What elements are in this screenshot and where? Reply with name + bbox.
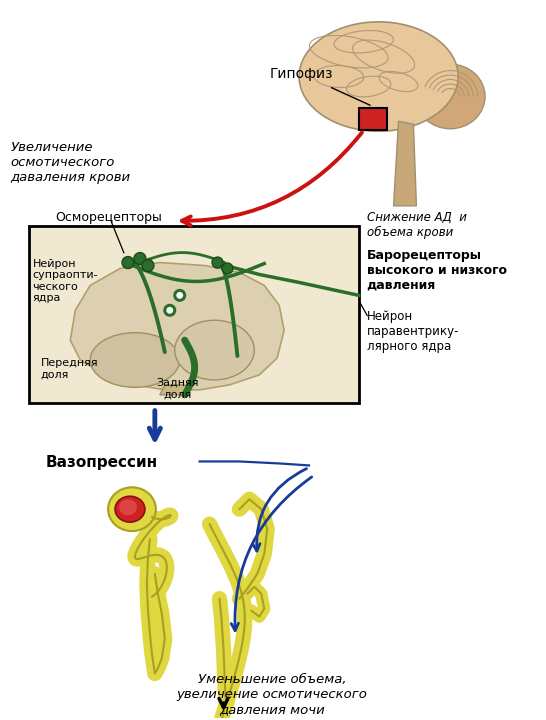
- Circle shape: [165, 305, 175, 315]
- Ellipse shape: [416, 64, 485, 129]
- Text: Уменьшение объема,
увеличение осмотического
давления мочи: Уменьшение объема, увеличение осмотическ…: [177, 673, 367, 716]
- Text: Снижение АД  и
объема крови: Снижение АД и объема крови: [367, 211, 467, 239]
- Ellipse shape: [299, 22, 458, 131]
- Circle shape: [222, 263, 233, 274]
- Circle shape: [122, 256, 134, 269]
- Text: Барорецепторы
высокого и низкого
давления: Барорецепторы высокого и низкого давлени…: [367, 248, 507, 292]
- Text: Осморецепторы: Осморецепторы: [55, 211, 162, 224]
- Circle shape: [142, 259, 154, 271]
- Polygon shape: [160, 385, 189, 395]
- Circle shape: [134, 253, 146, 264]
- Text: Увеличение
осмотического
даваления крови: Увеличение осмотического даваления крови: [10, 141, 130, 184]
- Text: Нейрон
супраопти-
ческого
ядра: Нейрон супраопти- ческого ядра: [33, 258, 98, 303]
- Text: Задняя
доля: Задняя доля: [157, 378, 199, 400]
- Circle shape: [212, 257, 223, 268]
- Bar: [359, 109, 387, 130]
- Text: Нейрон
паравентрику-
лярного ядра: Нейрон паравентрику- лярного ядра: [367, 310, 459, 354]
- Text: Гипофиз: Гипофиз: [269, 66, 333, 81]
- Ellipse shape: [108, 487, 156, 531]
- Ellipse shape: [90, 333, 180, 387]
- Bar: [28, 226, 359, 402]
- Ellipse shape: [175, 320, 254, 380]
- Polygon shape: [70, 263, 284, 390]
- Polygon shape: [394, 121, 417, 206]
- Circle shape: [175, 290, 185, 300]
- Text: Передняя
доля: Передняя доля: [40, 358, 98, 379]
- Text: Вазопрессин: Вазопрессин: [45, 456, 158, 470]
- Ellipse shape: [119, 499, 137, 515]
- Ellipse shape: [115, 496, 145, 522]
